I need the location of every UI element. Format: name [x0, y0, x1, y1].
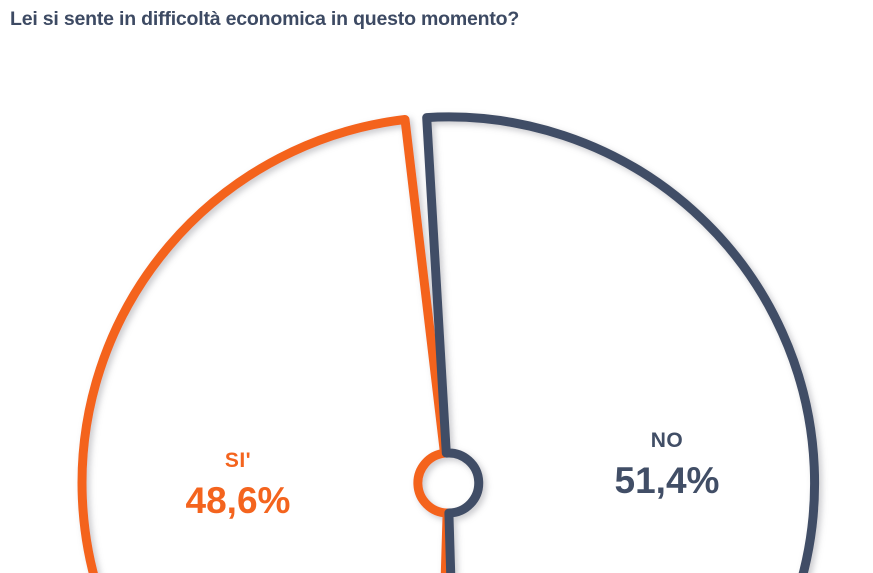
slice-value-si: 48,6% [185, 480, 291, 521]
page-title: Lei si sente in difficoltà economica in … [10, 8, 520, 30]
slice-value-no: 51,4% [614, 460, 720, 501]
pie-slice-no-outline[interactable] [422, 112, 819, 573]
slice-label-si: SI' 48,6% [138, 450, 338, 519]
pie-slice-si-outline[interactable] [77, 115, 452, 573]
slice-label-no: NO 51,4% [567, 430, 767, 499]
slice-name-no: NO [650, 429, 684, 452]
slice-name-si: SI' [224, 449, 252, 472]
